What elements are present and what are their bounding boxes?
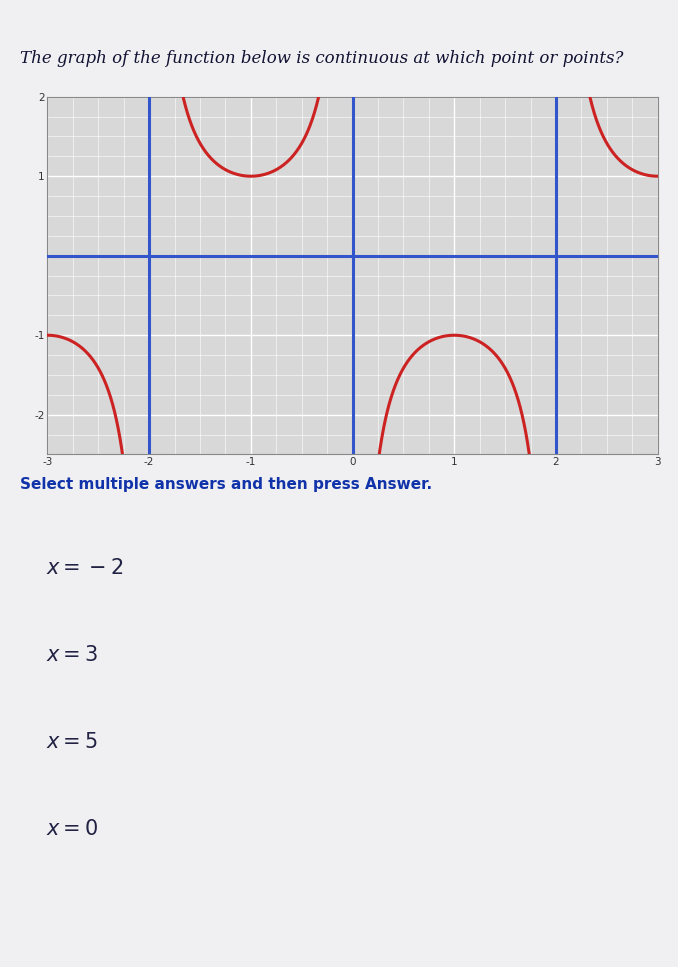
- Text: Select multiple answers and then press Answer.: Select multiple answers and then press A…: [20, 477, 433, 492]
- Text: $x = -2$: $x = -2$: [45, 558, 123, 577]
- Text: $x = 5$: $x = 5$: [45, 732, 98, 751]
- Text: $x = 3$: $x = 3$: [45, 645, 98, 664]
- Text: The graph of the function below is continuous at which point or points?: The graph of the function below is conti…: [20, 50, 624, 68]
- Text: $x = 0$: $x = 0$: [45, 819, 98, 838]
